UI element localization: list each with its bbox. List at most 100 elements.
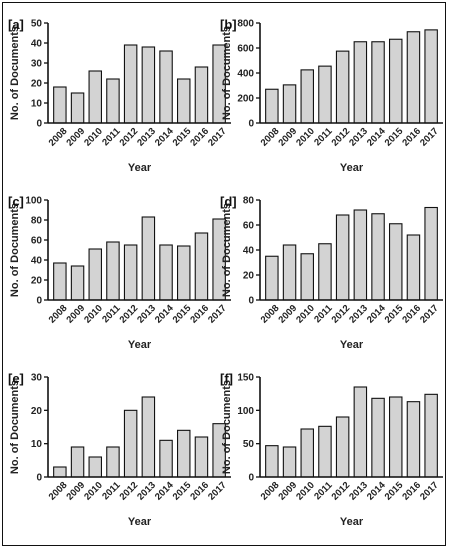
y-tick-label: 20: [31, 276, 43, 287]
x-tick-label: 2009: [276, 303, 299, 326]
x-tick-label: 2014: [365, 125, 388, 148]
bar-2009: [282, 446, 297, 478]
bar-2015: [388, 223, 403, 301]
y-tick-label: 0: [36, 296, 42, 307]
x-tick-label: 2014: [153, 125, 176, 148]
x-tick-label: 2011: [100, 125, 123, 148]
y-tick-label: 0: [248, 119, 254, 130]
bar-2015: [177, 245, 191, 301]
bar-2012: [123, 44, 138, 124]
bar-2012: [335, 416, 350, 478]
bar-2010: [88, 248, 102, 301]
bar-2017: [424, 206, 438, 301]
y-tick-label: 200: [237, 94, 254, 105]
chart-panel-b: 0200400600800200820092010201120122013201…: [220, 17, 443, 174]
bar-2013: [141, 46, 156, 124]
bar-2010: [300, 253, 314, 301]
y-tick-label: 600: [237, 44, 254, 55]
x-tick-label: 2013: [347, 480, 370, 503]
x-tick-label: 2016: [188, 303, 211, 326]
bar-2015: [388, 38, 403, 124]
x-axis-title: Year: [340, 162, 364, 174]
x-tick-label: 2011: [100, 479, 123, 502]
panel-label: [f]: [220, 371, 233, 386]
x-tick-label: 2017: [418, 480, 441, 503]
x-tick-label: 2013: [347, 126, 370, 149]
bar-2009: [70, 92, 85, 124]
chart-panel-d: 0204060802008200920102011201220132014201…: [220, 194, 443, 351]
x-tick-label: 2010: [82, 480, 105, 503]
x-tick-label: 2012: [118, 126, 141, 149]
panel-label: [b]: [220, 17, 237, 32]
x-tick-label: 2008: [47, 303, 70, 326]
y-tick-label: 40: [31, 256, 43, 267]
bar-2008: [265, 88, 279, 124]
panel-label: [a]: [8, 17, 24, 32]
x-tick-label: 2015: [383, 302, 406, 325]
y-tick-label: 30: [31, 59, 43, 70]
bar-2010: [300, 428, 314, 478]
x-tick-label: 2011: [100, 302, 123, 325]
bar-2013: [353, 209, 368, 301]
x-tick-label: 2008: [259, 126, 282, 149]
x-tick-label: 2012: [118, 480, 141, 503]
x-tick-label: 2017: [206, 480, 229, 503]
bar-2011: [318, 243, 332, 301]
x-tick-label: 2012: [330, 303, 353, 326]
x-tick-label: 2011: [312, 479, 335, 502]
x-tick-label: 2013: [135, 126, 158, 149]
bar-2009: [282, 84, 297, 124]
bar-2011: [106, 446, 120, 478]
bar-2010: [300, 69, 314, 124]
bar-2014: [159, 50, 173, 124]
x-tick-label: 2015: [171, 479, 194, 502]
bar-2008: [53, 86, 67, 124]
x-axis-title: Year: [340, 516, 364, 528]
x-tick-label: 2017: [418, 303, 441, 326]
chart-panel-f: 0501001502008200920102011201220132014201…: [220, 371, 443, 528]
y-tick-label: 60: [31, 236, 43, 247]
x-tick-label: 2009: [64, 480, 87, 503]
y-tick-label: 100: [25, 196, 42, 207]
bar-2017: [424, 393, 438, 478]
x-tick-label: 2009: [64, 126, 87, 149]
x-tick-label: 2016: [188, 126, 211, 149]
y-axis-title: No. of Documents: [9, 380, 21, 474]
bar-2016: [406, 401, 421, 478]
bar-2008: [53, 466, 67, 478]
bar-2011: [318, 65, 332, 124]
bar-2012: [123, 244, 138, 301]
y-axis-title: No. of Documents: [9, 26, 21, 120]
y-tick-label: 0: [248, 473, 254, 484]
bar-2014: [159, 439, 173, 478]
x-axis-title: Year: [128, 339, 152, 351]
x-tick-label: 2010: [294, 303, 317, 326]
y-tick-label: 60: [243, 221, 255, 232]
x-axis-title: Year: [340, 339, 364, 351]
bar-2015: [177, 78, 191, 124]
x-tick-label: 2012: [330, 126, 353, 149]
x-tick-label: 2008: [47, 480, 70, 503]
y-axis-title: No. of Documents: [221, 380, 233, 474]
panel-label: [c]: [8, 194, 24, 209]
bar-2016: [194, 66, 209, 124]
bar-2011: [106, 241, 120, 301]
chart-panel-a: 0102030405020082009201020112012201320142…: [8, 17, 231, 174]
y-tick-label: 40: [31, 39, 43, 50]
chart-panel-c: 0 20 40 60 80 100 2008200920102011201220132014…: [8, 194, 231, 351]
bar-2013: [141, 396, 156, 478]
x-tick-label: 2017: [418, 126, 441, 149]
bar-2008: [265, 255, 279, 301]
bar-2016: [406, 31, 421, 124]
y-tick-label: 10: [31, 439, 43, 450]
y-tick-label: 20: [31, 406, 43, 417]
x-tick-label: 2013: [135, 480, 158, 503]
x-tick-label: 2015: [171, 302, 194, 325]
bar-2016: [194, 232, 209, 301]
bar-2013: [141, 216, 156, 301]
y-tick-label: 0: [248, 296, 254, 307]
y-axis-title: No. of Documents: [221, 26, 233, 120]
bar-2012: [335, 214, 350, 301]
x-tick-label: 2013: [347, 303, 370, 326]
bar-2014: [159, 244, 173, 301]
